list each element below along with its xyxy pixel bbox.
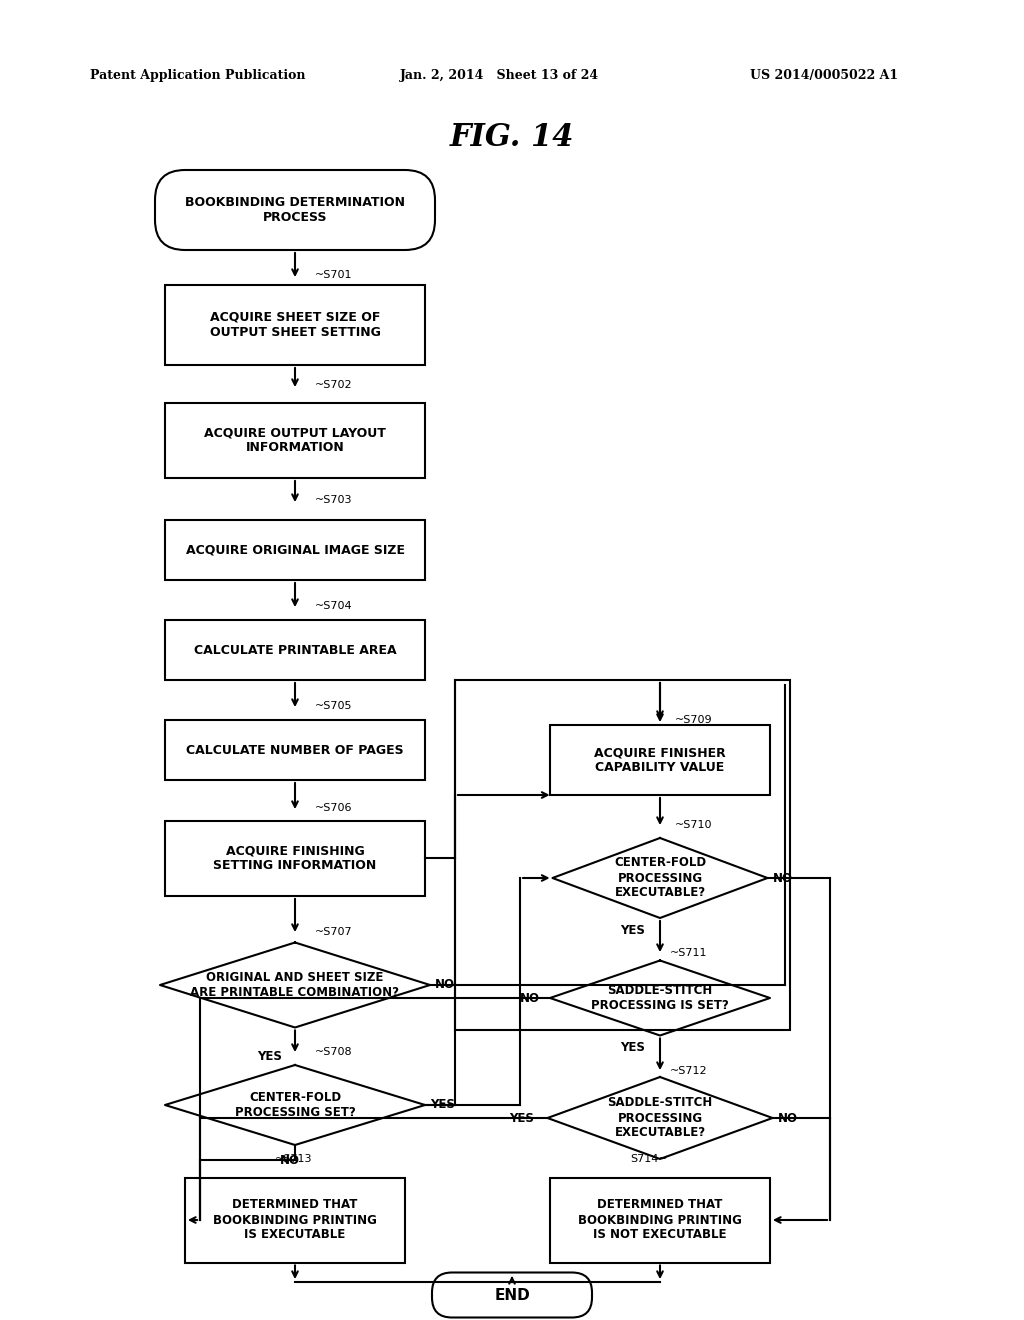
Text: ACQUIRE FINISHER
CAPABILITY VALUE: ACQUIRE FINISHER CAPABILITY VALUE xyxy=(594,746,726,774)
Text: NO: NO xyxy=(280,1154,300,1167)
Text: CENTER-FOLD
PROCESSING
EXECUTABLE?: CENTER-FOLD PROCESSING EXECUTABLE? xyxy=(614,857,707,899)
Text: YES: YES xyxy=(510,1111,535,1125)
Text: ACQUIRE SHEET SIZE OF
OUTPUT SHEET SETTING: ACQUIRE SHEET SIZE OF OUTPUT SHEET SETTI… xyxy=(210,312,381,339)
Bar xyxy=(165,719,425,780)
Text: YES: YES xyxy=(257,1051,282,1064)
Text: ~S703: ~S703 xyxy=(315,495,352,506)
Text: FIG. 14: FIG. 14 xyxy=(450,123,574,153)
Text: S714~: S714~ xyxy=(630,1155,668,1164)
Text: Patent Application Publication: Patent Application Publication xyxy=(90,69,305,82)
Text: NO: NO xyxy=(435,978,455,991)
Text: US 2014/0005022 A1: US 2014/0005022 A1 xyxy=(750,69,898,82)
Text: Jan. 2, 2014   Sheet 13 of 24: Jan. 2, 2014 Sheet 13 of 24 xyxy=(400,69,599,82)
Text: CALCULATE PRINTABLE AREA: CALCULATE PRINTABLE AREA xyxy=(194,644,396,656)
Text: DETERMINED THAT
BOOKBINDING PRINTING
IS NOT EXECUTABLE: DETERMINED THAT BOOKBINDING PRINTING IS … xyxy=(579,1199,742,1242)
Text: ACQUIRE FINISHING
SETTING INFORMATION: ACQUIRE FINISHING SETTING INFORMATION xyxy=(213,843,377,873)
Text: ~S713: ~S713 xyxy=(275,1155,312,1164)
Text: ~S701: ~S701 xyxy=(315,271,352,280)
Text: YES: YES xyxy=(430,1098,455,1111)
Text: SADDLE-STITCH
PROCESSING IS SET?: SADDLE-STITCH PROCESSING IS SET? xyxy=(591,983,729,1012)
Text: ~S709: ~S709 xyxy=(675,715,713,725)
Bar xyxy=(455,680,790,1030)
Text: ACQUIRE ORIGINAL IMAGE SIZE: ACQUIRE ORIGINAL IMAGE SIZE xyxy=(185,544,404,557)
Bar xyxy=(165,285,425,366)
Text: SADDLE-STITCH
PROCESSING
EXECUTABLE?: SADDLE-STITCH PROCESSING EXECUTABLE? xyxy=(607,1097,713,1139)
Bar xyxy=(550,725,770,795)
Bar xyxy=(550,1177,770,1262)
Bar xyxy=(165,821,425,895)
Text: CENTER-FOLD
PROCESSING SET?: CENTER-FOLD PROCESSING SET? xyxy=(234,1092,355,1119)
Bar xyxy=(165,403,425,478)
Text: ~S711: ~S711 xyxy=(670,948,708,958)
Text: END: END xyxy=(495,1287,529,1303)
Text: ~S702: ~S702 xyxy=(315,380,352,389)
Text: DETERMINED THAT
BOOKBINDING PRINTING
IS EXECUTABLE: DETERMINED THAT BOOKBINDING PRINTING IS … xyxy=(213,1199,377,1242)
Text: ~S706: ~S706 xyxy=(315,803,352,813)
Text: BOOKBINDING DETERMINATION
PROCESS: BOOKBINDING DETERMINATION PROCESS xyxy=(185,195,406,224)
Text: NO: NO xyxy=(772,871,793,884)
Text: ~S705: ~S705 xyxy=(315,701,352,711)
Text: NO: NO xyxy=(520,991,540,1005)
Text: ~S710: ~S710 xyxy=(675,820,713,830)
Bar xyxy=(185,1177,406,1262)
Bar xyxy=(165,520,425,579)
Bar xyxy=(165,620,425,680)
Text: ACQUIRE OUTPUT LAYOUT
INFORMATION: ACQUIRE OUTPUT LAYOUT INFORMATION xyxy=(204,426,386,454)
Text: ~S707: ~S707 xyxy=(315,927,352,937)
Text: ORIGINAL AND SHEET SIZE
ARE PRINTABLE COMBINATION?: ORIGINAL AND SHEET SIZE ARE PRINTABLE CO… xyxy=(190,972,399,999)
Text: YES: YES xyxy=(620,1041,645,1053)
Text: ~S704: ~S704 xyxy=(315,601,352,611)
Text: YES: YES xyxy=(620,924,645,936)
Text: NO: NO xyxy=(777,1111,798,1125)
Text: ~S708: ~S708 xyxy=(315,1047,352,1057)
Text: ~S712: ~S712 xyxy=(670,1067,708,1076)
Text: CALCULATE NUMBER OF PAGES: CALCULATE NUMBER OF PAGES xyxy=(186,743,403,756)
